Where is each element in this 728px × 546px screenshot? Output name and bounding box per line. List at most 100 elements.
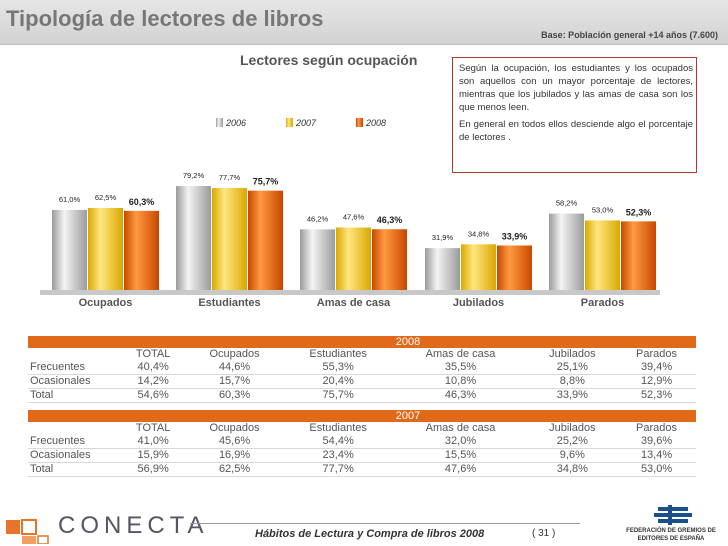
bar-amas-de-casa-2006 — [300, 229, 335, 290]
data-label-amas-de-casa-2008: 46,3% — [377, 215, 403, 225]
federation-name: FEDERACIÓN DE GREMIOS DE EDITORES DE ESP… — [626, 528, 716, 542]
table-cell: 44,6% — [186, 361, 283, 375]
table-year-row: 2007 — [28, 410, 696, 422]
base-note: Base: Población general +14 años (7.600) — [541, 30, 718, 40]
table-2007: 2007 TOTAL Ocupados Estudiantes Amas de casa… — [28, 410, 696, 477]
category-label-amas-de-casa: Amas de casa — [317, 297, 391, 309]
table-cell: 33,9% — [527, 388, 618, 403]
category-label-estudiantes: Estudiantes — [198, 297, 260, 309]
data-label-jubilados-2006: 31,9% — [432, 233, 454, 242]
bar-estudiantes-2008 — [248, 190, 283, 290]
row-label: Frecuentes — [28, 361, 120, 375]
legend-swatch-2007 — [286, 118, 293, 127]
table-cell: 52,3% — [617, 388, 696, 403]
table-header-cell: Amas de casa — [425, 422, 496, 434]
category-label-jubilados: Jubilados — [453, 297, 504, 309]
table-cell: 39,4% — [617, 361, 696, 375]
table-cell: 13,4% — [617, 448, 696, 463]
conecta-logo-icon — [6, 519, 49, 544]
table-cell: 62,5% — [186, 462, 283, 477]
table-header-cell: TOTAL — [135, 422, 171, 434]
chart-floor — [40, 290, 660, 295]
table-header-row: TOTAL Ocupados Estudiantes Amas de casa Jubi… — [28, 422, 696, 435]
table-header-cell: Parados — [636, 348, 678, 360]
data-label-parados-2007: 53,0% — [592, 205, 614, 214]
table-cell: 56,9% — [120, 462, 187, 477]
table-cell: 32,0% — [393, 435, 528, 449]
bar-parados-2006 — [549, 213, 584, 290]
data-label-estudiantes-2006: 79,2% — [183, 171, 205, 180]
table-row: Total 54,6% 60,3% 75,7% 46,3% 33,9% 52,3% — [28, 388, 696, 403]
commentary-p1: Según la ocupación, los estudiantes y lo… — [459, 63, 693, 113]
table-header-cell: Amas de casa — [425, 348, 496, 360]
data-label-ocupados-2006: 61,0% — [59, 195, 81, 204]
table-cell: 55,3% — [282, 361, 394, 375]
table-cell: 34,8% — [527, 462, 618, 477]
table-cell: 53,0% — [617, 462, 696, 477]
table-header-cell: Ocupados — [209, 348, 260, 360]
table-cell: 25,2% — [527, 435, 618, 449]
category-label-parados: Parados — [581, 297, 624, 309]
page-number: ( 31 ) — [532, 528, 556, 539]
bar-amas-de-casa-2008 — [372, 229, 407, 290]
legend-label-2007: 2007 — [295, 118, 317, 128]
legend-label-2006: 2006 — [225, 118, 246, 128]
footer-divider — [190, 523, 580, 524]
legend-label-2008: 2008 — [365, 118, 386, 128]
table-header-cell: TOTAL — [135, 348, 171, 360]
footer-title: Hábitos de Lectura y Compra de libros 20… — [255, 528, 485, 540]
table-cell: 10,8% — [393, 374, 528, 389]
table-row: Frecuentes 40,4% 44,6% 55,3% 35,5% 25,1% 39,4% — [28, 361, 696, 375]
data-label-parados-2008: 52,3% — [626, 207, 652, 217]
row-label: Frecuentes — [28, 435, 120, 449]
table-cell: 41,0% — [120, 435, 187, 449]
table-cell: 75,7% — [282, 388, 394, 403]
table-cell: 15,7% — [186, 374, 283, 389]
bar-estudiantes-2006 — [176, 186, 211, 290]
row-label: Ocasionales — [28, 374, 120, 389]
table-header-cell: Jubilados — [549, 348, 596, 360]
data-label-ocupados-2007: 62,5% — [95, 193, 117, 202]
bar-amas-de-casa-2007 — [336, 227, 371, 290]
table-header-cell: Estudiantes — [309, 422, 367, 434]
table-cell: 20,4% — [282, 374, 394, 389]
bar-chart: 2006 2007 2008 61,0% 62,5% 60,3% Ocupados 79,2%… — [40, 118, 660, 309]
conecta-wordmark: CONECTA — [58, 512, 209, 539]
table-cell: 46,3% — [393, 388, 528, 403]
bar-ocupados-2007 — [88, 207, 123, 290]
table-header-cell: Jubilados — [549, 422, 596, 434]
table-cell: 8,8% — [527, 374, 618, 389]
table-cell: 39,6% — [617, 435, 696, 449]
bar-ocupados-2006 — [52, 209, 87, 290]
table-header-row: TOTAL Ocupados Estudiantes Amas de casa Jubi… — [28, 348, 696, 361]
bar-parados-2007 — [585, 220, 620, 290]
row-label: Total — [28, 462, 120, 477]
table-cell: 54,6% — [120, 388, 187, 403]
legend-swatch-2008 — [356, 118, 363, 127]
table-cell: 40,4% — [120, 361, 187, 375]
data-label-estudiantes-2008: 75,7% — [253, 177, 279, 187]
table-cell: 60,3% — [186, 388, 283, 403]
table-cell: 77,7% — [282, 462, 394, 477]
table-cell: 23,4% — [282, 448, 394, 463]
category-label-ocupados: Ocupados — [79, 297, 133, 309]
legend-swatch-2006 — [216, 118, 223, 127]
table-row: Ocasionales 15,9% 16,9% 23,4% 15,5% 9,6% 13,4% — [28, 448, 696, 463]
table-year-row: 2008 — [28, 336, 696, 348]
table-row: Total 56,9% 62,5% 77,7% 47,6% 34,8% 53,0% — [28, 462, 696, 477]
row-label: Ocasionales — [28, 448, 120, 463]
table-2008: 2008 TOTAL Ocupados Estudiantes Amas de casa… — [28, 336, 696, 403]
table-cell: 47,6% — [393, 462, 528, 477]
commentary-box: Según la ocupación, los estudiantes y lo… — [452, 57, 697, 173]
data-label-jubilados-2008: 33,9% — [502, 232, 528, 242]
table-cell: 16,9% — [186, 448, 283, 463]
data-label-amas-de-casa-2007: 47,6% — [343, 213, 365, 222]
table-header-cell: Estudiantes — [309, 348, 367, 360]
table-year: 2007 — [120, 410, 696, 422]
table-header-cell: Ocupados — [209, 422, 260, 434]
commentary-p2: En general en todos ellos desciende algo… — [459, 119, 693, 143]
data-label-jubilados-2007: 34,8% — [468, 229, 490, 238]
table-cell: 15,9% — [120, 448, 187, 463]
table-cell: 12,9% — [617, 374, 696, 389]
table-header-cell: Parados — [636, 422, 678, 434]
